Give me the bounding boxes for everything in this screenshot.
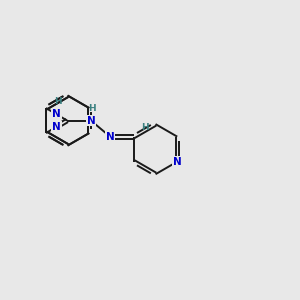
Text: N: N: [173, 157, 182, 167]
Text: N: N: [87, 116, 95, 126]
Text: N: N: [52, 122, 61, 132]
Text: H: H: [88, 104, 96, 113]
Text: H: H: [141, 123, 149, 132]
Text: N: N: [52, 109, 61, 119]
Text: N: N: [106, 132, 115, 142]
Text: H: H: [54, 98, 62, 106]
